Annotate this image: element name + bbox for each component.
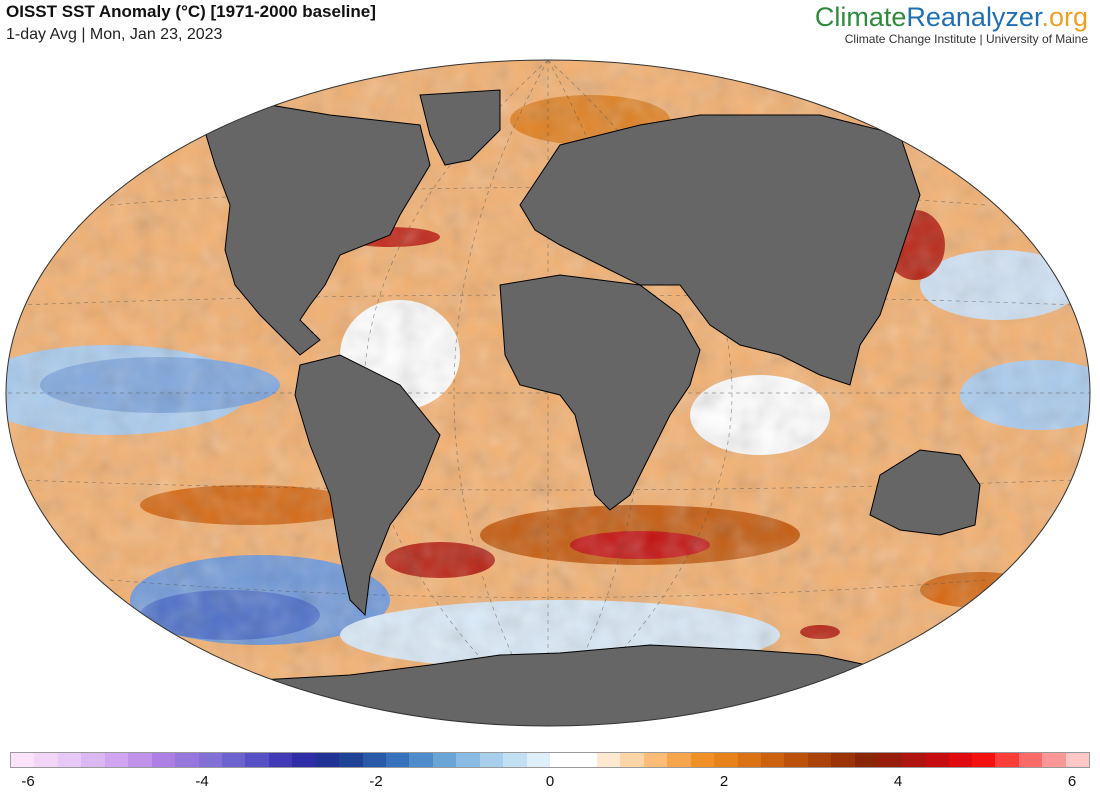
colorbar-swatch — [339, 753, 363, 767]
colorbar-swatch — [1042, 753, 1066, 767]
colorbar-swatch — [714, 753, 738, 767]
colorbar-swatch — [690, 753, 715, 767]
colorbar-swatch — [550, 753, 574, 767]
colorbar-swatch — [643, 753, 668, 767]
colorbar-swatch — [175, 753, 199, 767]
brand-block: ClimateReanalyzer.org Climate Change Ins… — [815, 0, 1088, 46]
colorbar-swatch — [807, 753, 832, 767]
colorbar-swatch — [11, 753, 35, 767]
colorbar — [10, 752, 1090, 768]
colorbar-swatch — [57, 753, 82, 767]
colorbar-swatch — [620, 753, 644, 767]
colorbar-tick-label: 4 — [893, 773, 903, 790]
brand-name-part2: Reanalyzer — [906, 2, 1042, 32]
colorbar-swatch — [526, 753, 551, 767]
colorbar-swatch — [925, 753, 949, 767]
colorbar-swatch — [151, 753, 176, 767]
colorbar-swatch — [831, 753, 855, 767]
colorbar-swatch — [456, 753, 480, 767]
colorbar-swatch — [854, 753, 879, 767]
colorbar-swatch — [503, 753, 527, 767]
colorbar-swatch — [878, 753, 902, 767]
colorbar-swatch — [432, 753, 457, 767]
colorbar-tick-label: 2 — [719, 773, 729, 790]
greenland — [419, 89, 501, 166]
sst-anomaly-map — [5, 59, 1091, 727]
colorbar-tick-label: -6 — [21, 773, 35, 790]
colorbar-swatch — [784, 753, 808, 767]
brand-logo[interactable]: ClimateReanalyzer.org — [815, 0, 1088, 34]
colorbar-swatch — [362, 753, 386, 767]
colorbar-swatch — [667, 753, 691, 767]
colorbar-swatch — [245, 753, 269, 767]
colorbar-swatch — [971, 753, 996, 767]
colorbar-tick-label: 6 — [1067, 773, 1077, 790]
colorbar-swatch — [1018, 753, 1043, 767]
colorbar-swatch — [34, 753, 58, 767]
colorbar-swatch — [1065, 753, 1090, 767]
colorbar-tick-label: -2 — [369, 773, 383, 790]
colorbar-tick-label: -4 — [195, 773, 209, 790]
south-america — [294, 354, 441, 617]
colorbar-swatch — [409, 753, 433, 767]
brand-name-part3: .org — [1041, 2, 1088, 32]
colorbar-swatch — [995, 753, 1019, 767]
colorbar-swatch — [128, 753, 152, 767]
colorbar-swatch — [81, 753, 105, 767]
colorbar-swatch — [596, 753, 621, 767]
africa — [499, 274, 701, 511]
colorbar-swatch — [737, 753, 761, 767]
colorbar-swatch — [948, 753, 972, 767]
colorbar-swatch — [292, 753, 316, 767]
map-title: OISST SST Anomaly (°C) [1971-2000 baseli… — [6, 2, 376, 21]
australia — [869, 449, 981, 536]
brand-tagline: Climate Change Institute | University of… — [844, 32, 1088, 46]
eurasia — [519, 114, 921, 386]
colorbar-swatch — [221, 753, 246, 767]
globe-outline — [5, 59, 1091, 727]
colorbar-swatch — [315, 753, 340, 767]
colorbar-swatch — [198, 753, 222, 767]
colorbar-swatch — [479, 753, 504, 767]
colorbar-tick-label: 0 — [545, 773, 555, 790]
colorbar-swatch — [901, 753, 926, 767]
colorbar-swatch — [573, 753, 597, 767]
map-subtitle: 1-day Avg | Mon, Jan 23, 2023 — [6, 26, 223, 43]
north-america — [199, 104, 431, 356]
colorbar-swatch — [104, 753, 129, 767]
colorbar-ticks: -6 -4 -2 0 2 4 6 — [0, 773, 1100, 793]
colorbar-swatch — [386, 753, 410, 767]
colorbar-swatch — [761, 753, 785, 767]
colorbar-swatch — [268, 753, 293, 767]
brand-name-part1: Climate — [814, 2, 907, 32]
